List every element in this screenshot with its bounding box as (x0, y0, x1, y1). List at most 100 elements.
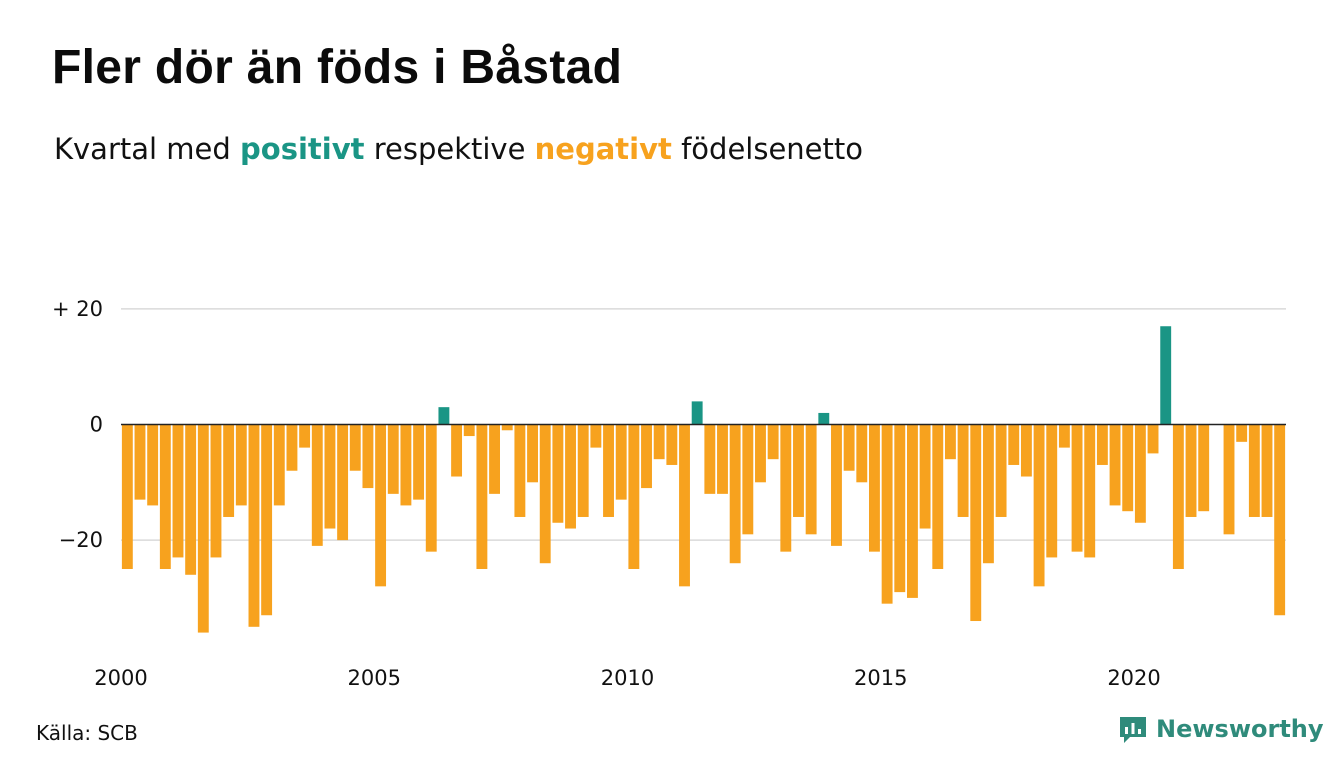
bar-9 (235, 424, 247, 506)
x-tick-label-4: 2020 (1107, 666, 1160, 690)
bar-44 (679, 424, 690, 587)
bar-72 (1033, 424, 1045, 587)
bar-49 (742, 424, 754, 535)
bar-51 (767, 424, 779, 460)
bar-84 (1185, 424, 1197, 517)
bar-69 (995, 424, 1007, 517)
bar-64 (932, 424, 944, 569)
bar-22 (400, 424, 412, 506)
bar-31 (514, 424, 526, 517)
bar-26 (451, 424, 463, 477)
bar-55 (818, 412, 830, 425)
bar-75 (1071, 424, 1083, 552)
bar-50 (755, 424, 766, 483)
bar-11 (261, 424, 273, 616)
bar-70 (1008, 424, 1020, 465)
bar-21 (387, 424, 399, 494)
bar-54 (805, 424, 817, 535)
x-axis-ticks: 2000 2005 2010 2015 2020 (94, 666, 1160, 690)
bar-5 (185, 424, 197, 575)
bar-60 (881, 424, 893, 604)
bar-63 (919, 424, 931, 529)
bar-82 (1160, 326, 1172, 425)
bar-33 (539, 424, 551, 564)
bar-57 (843, 424, 855, 471)
bar-13 (286, 424, 298, 471)
y-tick-label-0: + 20 (52, 297, 103, 321)
bar-81 (1147, 424, 1159, 454)
bar-32 (527, 424, 538, 483)
bar-56 (831, 424, 842, 546)
bar-38 (603, 424, 614, 517)
bar-24 (425, 424, 437, 552)
bar-73 (1046, 424, 1058, 558)
bar-58 (856, 424, 868, 483)
x-tick-label-2: 2010 (601, 666, 654, 690)
bar-52 (780, 424, 792, 552)
bar-78 (1109, 424, 1121, 506)
bar-8 (223, 424, 235, 517)
bar-17 (337, 424, 349, 541)
bar-79 (1122, 424, 1134, 512)
bar-62 (907, 424, 918, 598)
bar-15 (311, 424, 323, 546)
bar-90 (1261, 424, 1273, 517)
bar-0 (121, 424, 133, 569)
bar-83 (1172, 424, 1184, 569)
logo-text: Newsworthy (1156, 715, 1324, 743)
bar-28 (476, 424, 488, 569)
bar-41 (641, 424, 652, 489)
subtitle: Kvartal med positivt respektive negativt… (54, 132, 863, 166)
bar-18 (349, 424, 361, 471)
bar-87 (1223, 424, 1235, 535)
bar-47 (717, 424, 728, 494)
bar-77 (1096, 424, 1108, 465)
bar-4 (172, 424, 184, 558)
bar-59 (869, 424, 880, 552)
bar-76 (1084, 424, 1096, 558)
y-tick-label-1: 0 (90, 413, 103, 437)
bar-65 (944, 424, 956, 460)
page-title: Fler dör än föds i Båstad (52, 41, 623, 94)
bar-29 (489, 424, 500, 494)
bar-68 (982, 424, 994, 564)
bar-20 (375, 424, 387, 587)
bar-14 (299, 424, 311, 448)
bar-40 (628, 424, 640, 569)
bar-43 (666, 424, 678, 465)
subtitle-middle: respektive (373, 132, 526, 166)
bar-34 (552, 424, 564, 523)
bar-91 (1274, 424, 1286, 616)
bar-89 (1248, 424, 1260, 517)
bar-61 (894, 424, 906, 593)
bar-19 (362, 424, 374, 489)
bar-1 (134, 424, 146, 500)
bar-80 (1134, 424, 1146, 523)
bar-6 (197, 424, 209, 633)
chart-speech-bubble-icon (1120, 717, 1146, 743)
newsworthy-logo: Newsworthy (1118, 714, 1324, 744)
bar-12 (273, 424, 285, 506)
x-tick-label-0: 2000 (94, 666, 147, 690)
bar-27 (463, 424, 475, 437)
subtitle-negative-word: negativt (534, 132, 672, 166)
subtitle-suffix: födelsenetto (681, 132, 863, 166)
bar-39 (615, 424, 627, 500)
bar-10 (248, 424, 260, 627)
bar-23 (413, 424, 425, 500)
bar-71 (1020, 424, 1032, 477)
subtitle-positive-word: positivt (240, 132, 365, 166)
bar-2 (147, 424, 159, 506)
x-tick-label-3: 2015 (854, 666, 907, 690)
bar-74 (1058, 424, 1070, 448)
bar-67 (970, 424, 982, 622)
source-note: Källa: SCB (36, 721, 138, 745)
bar-66 (957, 424, 969, 517)
x-tick-label-1: 2005 (348, 666, 401, 690)
y-tick-label-2: −20 (59, 528, 103, 552)
bar-7 (210, 424, 222, 558)
bar-35 (565, 424, 576, 529)
y-axis-ticks: + 20 0 −20 (52, 297, 103, 552)
bar-45 (691, 401, 703, 425)
